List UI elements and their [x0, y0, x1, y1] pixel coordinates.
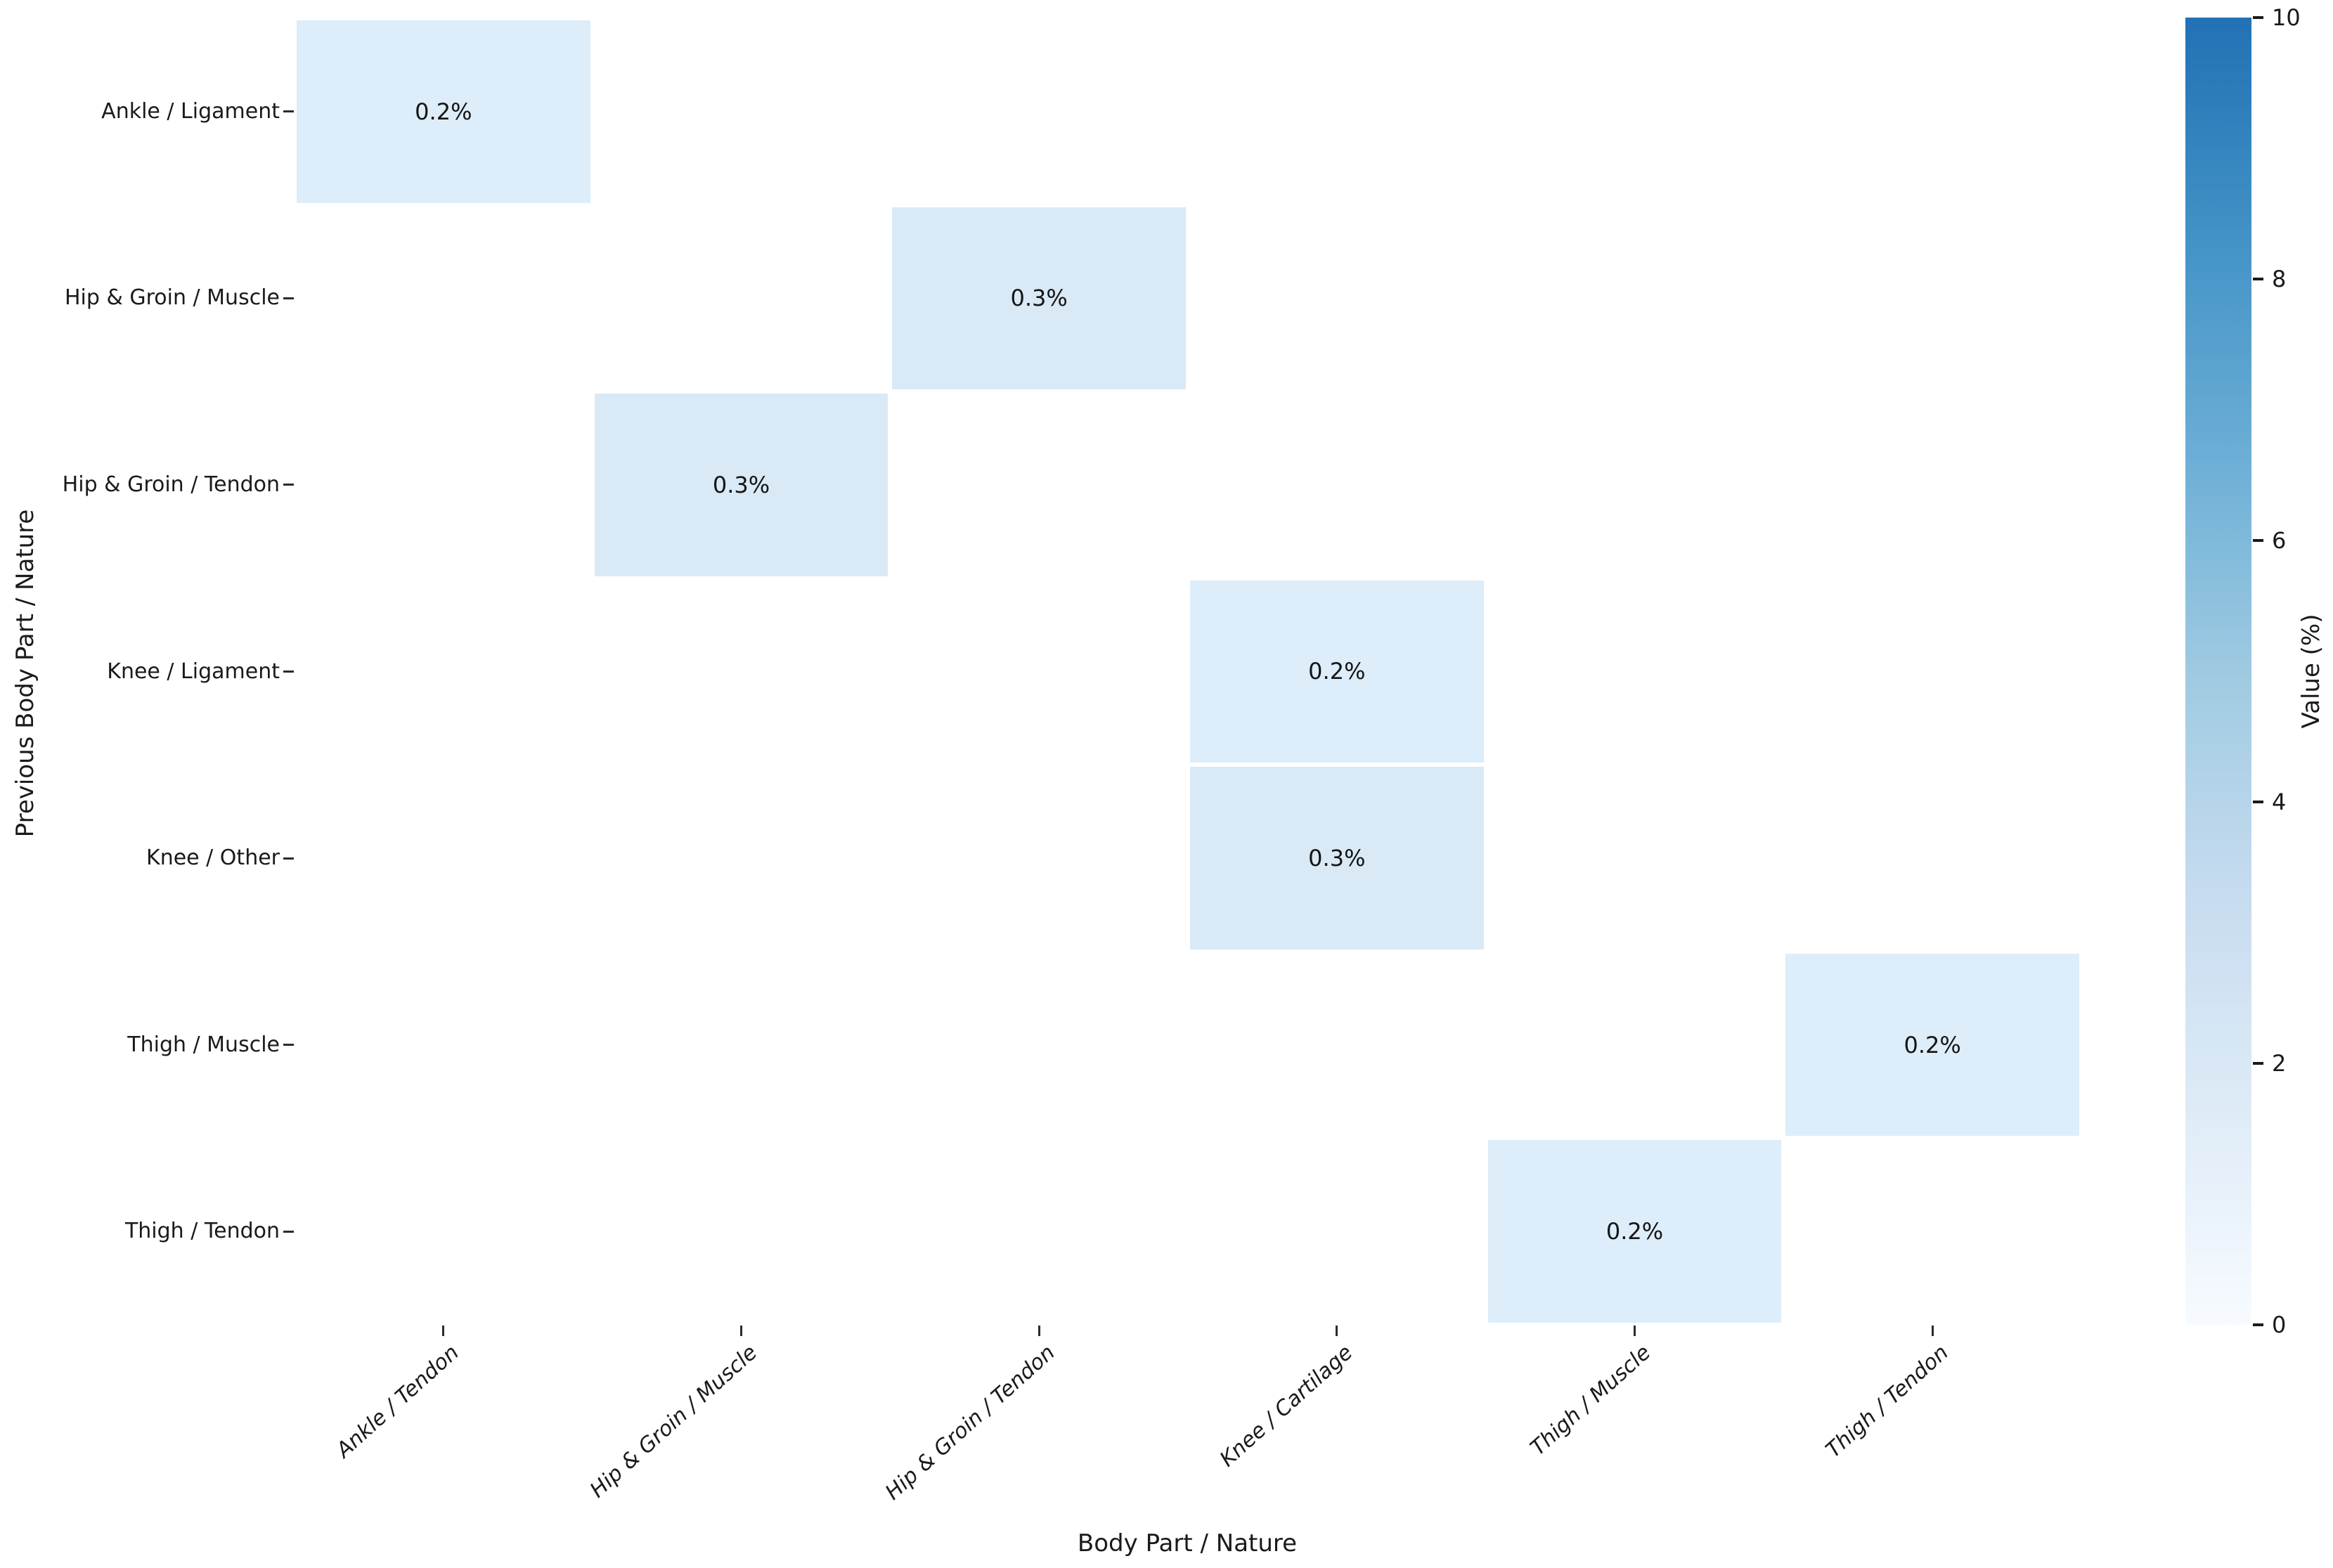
y-tick-mark [283, 670, 294, 673]
cell-value-label: 0.3% [1308, 845, 1366, 872]
y-tick-label: Thigh / Tendon [124, 1219, 280, 1244]
x-axis-title: Body Part / Nature [1077, 1529, 1298, 1557]
x-tick-mark [740, 1326, 742, 1336]
heatmap-cell: 0.3% [592, 391, 891, 578]
x-tick-label: Knee / Cartilage [1215, 1340, 1358, 1472]
colorbar-tick-mark [2253, 16, 2263, 19]
cell-value-label: 0.3% [712, 471, 770, 498]
colorbar-axis-title: Value (%) [2297, 614, 2325, 729]
x-tick-label: Hip & Groin / Tendon [880, 1340, 1060, 1505]
x-tick-mark [1931, 1326, 1934, 1336]
x-tick-mark [442, 1326, 445, 1336]
heatmap-cell: 0.2% [1188, 578, 1486, 765]
y-tick-mark [283, 484, 294, 486]
colorbar-tick-label: 8 [2272, 266, 2287, 292]
x-tick-label: Thigh / Tendon [1821, 1340, 1953, 1463]
y-tick-label: Knee / Other [146, 845, 280, 871]
colorbar-tick-label: 0 [2272, 1311, 2287, 1338]
heatmap-cell: 0.2% [1783, 951, 2081, 1139]
x-tick-label: Thigh / Muscle [1525, 1340, 1655, 1461]
y-tick-mark [283, 1230, 294, 1233]
y-tick-mark [283, 857, 294, 860]
cell-value-label: 0.2% [1605, 1218, 1664, 1245]
colorbar-tick-mark [2253, 801, 2263, 803]
y-tick-label: Hip & Groin / Muscle [64, 285, 280, 311]
y-tick-label: Knee / Ligament [107, 659, 280, 684]
cell-value-label: 0.2% [1904, 1031, 1961, 1058]
y-tick-label: Hip & Groin / Tendon [62, 472, 280, 497]
heatmap-cell: 0.2% [1485, 1138, 1784, 1325]
x-tick-label: Hip & Groin / Muscle [585, 1340, 762, 1503]
heatmap-cell: 0.3% [890, 205, 1188, 392]
cell-value-label: 0.2% [1308, 658, 1366, 685]
y-tick-mark [283, 297, 294, 299]
y-tick-label: Ankle / Ligament [101, 98, 280, 124]
x-tick-mark [1634, 1326, 1636, 1336]
x-tick-label: Ankle / Tendon [332, 1340, 465, 1463]
colorbar-tick-mark [2253, 1323, 2263, 1326]
colorbar-tick-mark [2253, 278, 2263, 280]
colorbar-tick-label: 10 [2272, 4, 2301, 31]
colorbar-tick-mark [2253, 539, 2263, 542]
colorbar-tick-label: 6 [2272, 527, 2287, 554]
y-tick-mark [283, 1044, 294, 1047]
y-tick-label: Thigh / Muscle [127, 1032, 280, 1057]
heatmap-cell: 0.3% [1188, 765, 1486, 952]
x-tick-mark [1038, 1326, 1040, 1336]
colorbar-gradient [2185, 18, 2251, 1325]
colorbar-tick-label: 2 [2272, 1050, 2287, 1077]
cell-value-label: 0.2% [415, 98, 472, 125]
x-tick-mark [1336, 1326, 1338, 1336]
colorbar-tick-mark [2253, 1062, 2263, 1065]
y-tick-mark [283, 110, 294, 113]
heatmap-cell: 0.2% [295, 18, 593, 205]
colorbar-tick-label: 4 [2272, 789, 2287, 815]
cell-value-label: 0.3% [1010, 285, 1068, 312]
